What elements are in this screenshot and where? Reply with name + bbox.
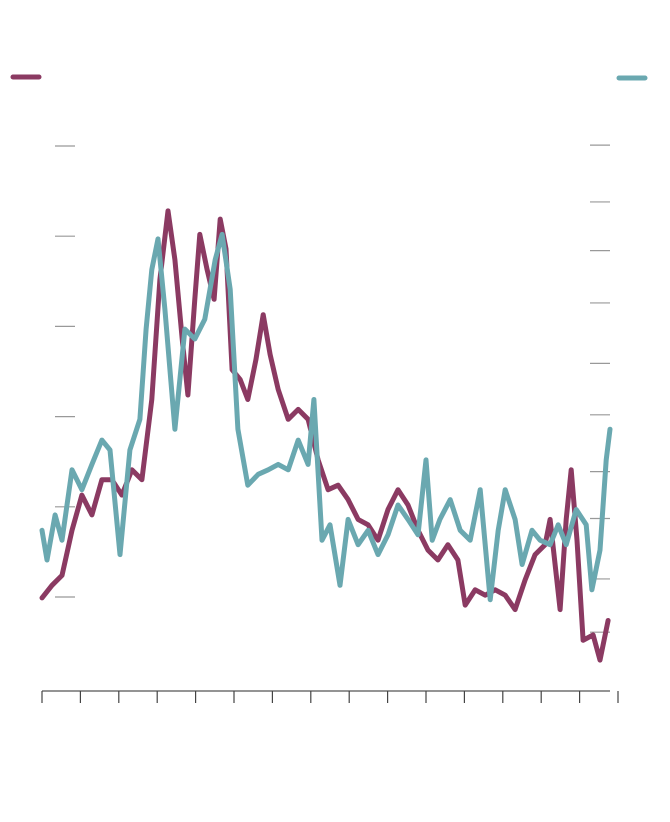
x-axis (41, 690, 619, 703)
left-axis-ticks (55, 145, 75, 598)
right-series-line (39, 231, 613, 603)
left-series-line (39, 208, 611, 663)
right-axis-ticks (590, 144, 610, 633)
legend (10, 74, 648, 81)
series-lines (39, 208, 613, 663)
